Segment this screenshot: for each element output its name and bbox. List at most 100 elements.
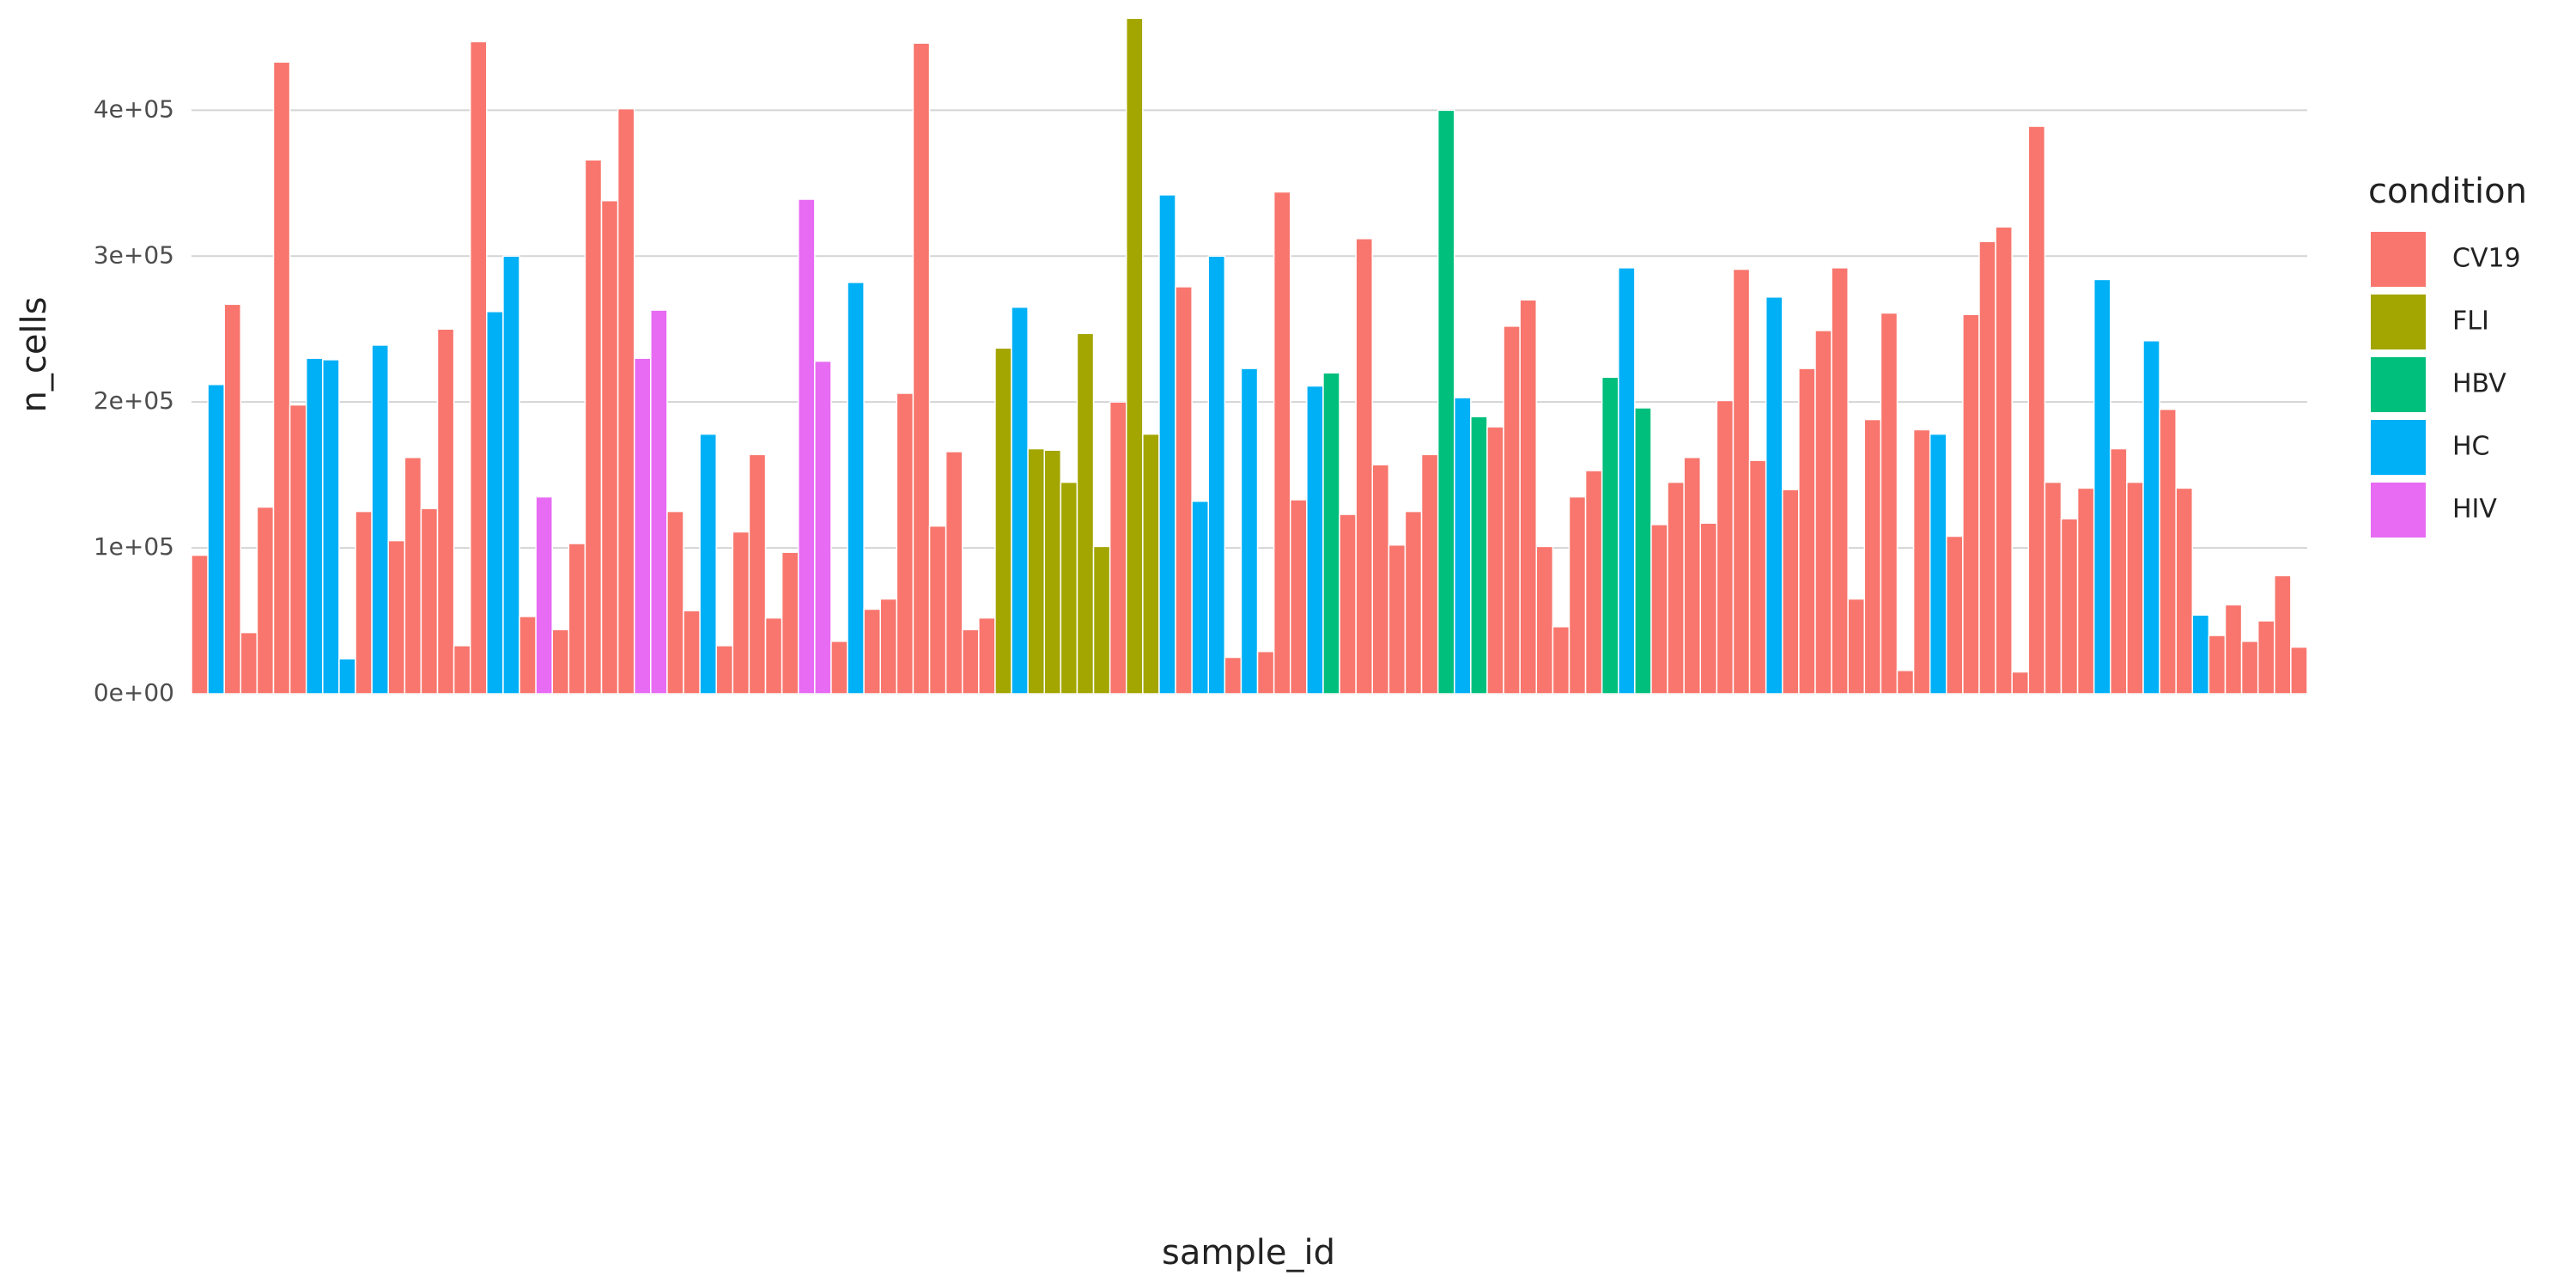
bar bbox=[1027, 447, 1045, 695]
bar bbox=[1388, 544, 1406, 695]
bar bbox=[1995, 226, 2013, 695]
bar bbox=[1355, 238, 1374, 695]
bar bbox=[1306, 385, 1324, 695]
bar bbox=[1420, 453, 1439, 695]
bar bbox=[551, 629, 570, 695]
bar bbox=[2060, 518, 2079, 695]
bar bbox=[617, 107, 635, 695]
bar bbox=[715, 645, 734, 695]
bar bbox=[1568, 495, 1587, 695]
legend-label: HBV bbox=[2452, 369, 2506, 399]
bar bbox=[371, 344, 389, 695]
bar bbox=[2175, 487, 2194, 695]
bar bbox=[1322, 372, 1340, 695]
bar bbox=[1929, 433, 1947, 695]
y-tick-label: 4e+05 bbox=[94, 94, 174, 123]
bar bbox=[764, 617, 783, 695]
bar bbox=[1207, 255, 1226, 695]
bar bbox=[1634, 407, 1652, 695]
bar bbox=[1371, 464, 1390, 695]
bar bbox=[568, 543, 586, 695]
y-tick-label: 0e+00 bbox=[94, 678, 174, 707]
bar bbox=[584, 159, 603, 695]
bar bbox=[1109, 401, 1127, 695]
bar bbox=[1667, 481, 1685, 695]
bar bbox=[1880, 312, 1899, 695]
bar bbox=[1470, 416, 1488, 695]
bar bbox=[1454, 397, 1472, 695]
bar bbox=[830, 641, 848, 695]
bar bbox=[256, 506, 275, 695]
bar bbox=[1748, 459, 1767, 695]
bar bbox=[1060, 481, 1078, 695]
bar bbox=[240, 631, 258, 695]
bar bbox=[1240, 368, 1259, 695]
bar bbox=[650, 309, 668, 695]
bar bbox=[978, 617, 996, 695]
bar bbox=[1765, 296, 1783, 695]
bar bbox=[272, 61, 291, 695]
bar bbox=[305, 357, 324, 695]
bar bbox=[781, 551, 799, 695]
bar bbox=[879, 598, 898, 695]
legend-title: condition bbox=[2368, 172, 2527, 211]
bar bbox=[748, 453, 767, 695]
bar bbox=[1847, 598, 1866, 695]
bar bbox=[1814, 330, 1832, 695]
bar bbox=[223, 303, 242, 695]
bar bbox=[1584, 470, 1603, 695]
bar bbox=[683, 610, 701, 695]
bar bbox=[2011, 671, 2030, 695]
bar bbox=[945, 451, 963, 695]
bar bbox=[1962, 313, 1980, 695]
bar bbox=[1175, 286, 1193, 695]
legend-key bbox=[2369, 230, 2427, 289]
bar bbox=[1404, 510, 1423, 695]
bar bbox=[404, 456, 422, 695]
bar bbox=[436, 328, 455, 695]
legend-key bbox=[2369, 481, 2427, 539]
bar bbox=[207, 384, 225, 695]
bar bbox=[338, 658, 356, 695]
bar bbox=[355, 510, 373, 695]
bar bbox=[1683, 456, 1702, 695]
bar bbox=[1191, 500, 1209, 695]
bar bbox=[1650, 524, 1668, 695]
bar bbox=[1437, 109, 1455, 695]
bar bbox=[1699, 522, 1718, 695]
bar bbox=[1224, 656, 1242, 695]
bar bbox=[961, 629, 980, 695]
legend-key bbox=[2369, 355, 2427, 414]
bar bbox=[1519, 299, 1538, 695]
bar bbox=[1339, 513, 1357, 695]
bar bbox=[1863, 418, 1882, 695]
bar bbox=[1716, 399, 1735, 695]
bar bbox=[535, 495, 553, 695]
bar bbox=[2208, 635, 2227, 695]
bar bbox=[1092, 545, 1111, 695]
bar bbox=[1535, 545, 1554, 695]
bar bbox=[1076, 332, 1095, 695]
bar bbox=[1043, 449, 1062, 695]
bar bbox=[1290, 499, 1308, 695]
legend-label: FLI bbox=[2452, 307, 2489, 337]
bar bbox=[2191, 614, 2210, 695]
bar bbox=[797, 198, 816, 695]
legend-key bbox=[2369, 418, 2427, 477]
legend-label: HC bbox=[2452, 432, 2490, 462]
bar bbox=[1601, 376, 1619, 695]
bar bbox=[814, 360, 832, 695]
bar bbox=[502, 255, 520, 695]
bar bbox=[928, 525, 947, 695]
bar bbox=[863, 608, 881, 695]
y-axis-title: n_cells bbox=[15, 296, 54, 412]
bar bbox=[387, 539, 406, 695]
bar bbox=[2240, 641, 2259, 695]
bar bbox=[2274, 574, 2292, 695]
bar bbox=[1158, 194, 1176, 695]
bar bbox=[1125, 17, 1144, 695]
bar bbox=[2044, 481, 2063, 695]
legend-label: HIV bbox=[2452, 495, 2497, 525]
bar bbox=[1978, 240, 1996, 695]
